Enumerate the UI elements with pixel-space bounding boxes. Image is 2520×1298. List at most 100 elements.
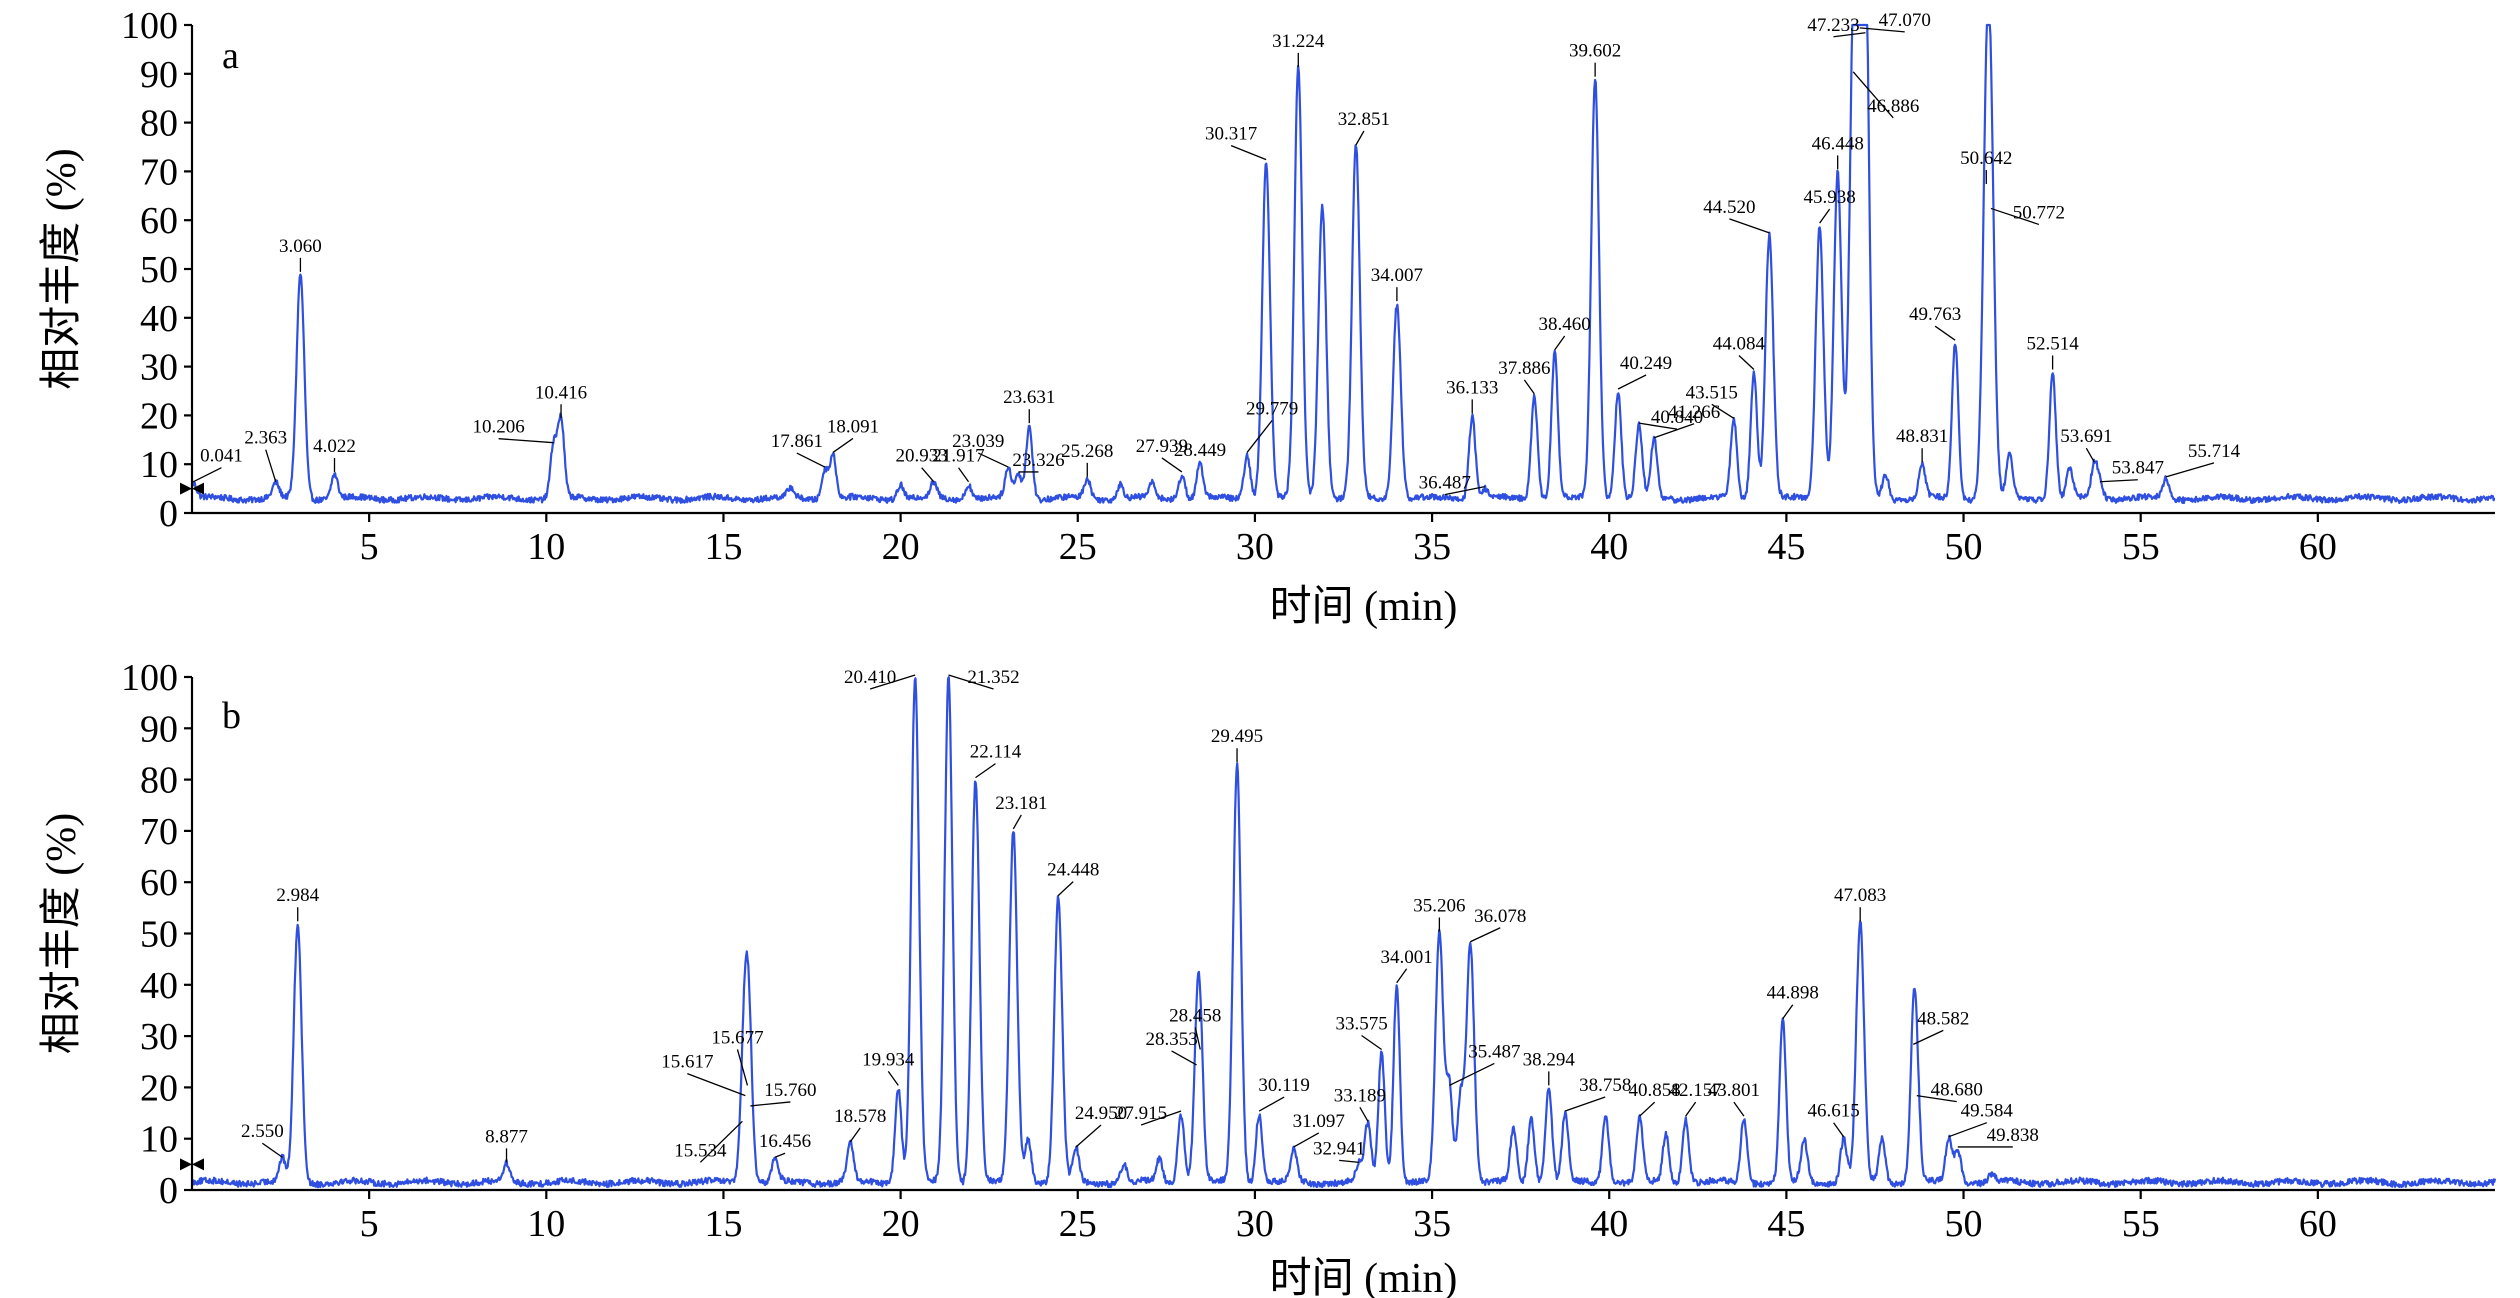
peak-label: 44.084	[1713, 333, 1766, 354]
chromatogram-trace-b	[190, 676, 2497, 1189]
x-tick-label: 40	[1590, 526, 1628, 568]
peak-label: 18.091	[827, 416, 879, 437]
peak-leader-line	[849, 1127, 861, 1143]
peak-label: 44.898	[1767, 983, 1819, 1004]
chromatogram-trace-a	[190, 23, 2496, 505]
peak-label: 22.114	[970, 742, 1022, 763]
x-tick-label: 55	[2122, 526, 2160, 568]
peak-label: 15.677	[711, 1027, 763, 1048]
peak-label: 31.224	[1272, 31, 1325, 52]
x-tick-label: 25	[1059, 1203, 1097, 1245]
peak-leader-line	[1653, 423, 1695, 439]
peak-label: 20.933	[896, 446, 948, 467]
peak-label: 49.584	[1961, 1101, 2014, 1122]
peak-label: 28.458	[1169, 1005, 1221, 1026]
peak-leader-line	[958, 467, 970, 483]
peak-leader-line	[1638, 422, 1678, 430]
peak-leader-line	[921, 467, 935, 483]
y-tick-label: 50	[140, 914, 178, 956]
peak-label: 31.097	[1293, 1111, 1345, 1132]
peak-label: 52.514	[2026, 333, 2079, 354]
y-tick-label: 80	[140, 103, 178, 145]
peak-leader-line	[1833, 32, 1866, 38]
peak-label: 49.838	[1987, 1125, 2039, 1146]
peak-leader-line	[1230, 145, 1267, 161]
peak-leader-line	[1355, 130, 1365, 146]
peak-label: 19.934	[862, 1049, 915, 1070]
peak-label: 25.268	[1061, 441, 1113, 462]
peak-label: 34.001	[1381, 947, 1433, 968]
peak-label: 23.326	[1012, 450, 1064, 471]
y-tick-label: 40	[140, 298, 178, 340]
peak-label: 50.772	[2013, 202, 2065, 223]
peak-leader-line	[975, 763, 996, 779]
peak-leader-line	[498, 438, 554, 444]
peak-label: 15.760	[764, 1080, 816, 1101]
peak-label: 30.119	[1258, 1075, 1310, 1096]
y-tick-label: 70	[140, 811, 178, 853]
peak-label: 15.534	[674, 1140, 727, 1161]
peak-leader-line	[1161, 457, 1183, 473]
peak-label: 29.779	[1246, 398, 1298, 419]
peak-leader-line	[687, 1073, 746, 1097]
peak-leader-line	[948, 674, 994, 690]
peak-label: 17.861	[771, 431, 823, 452]
y-tick-label: 10	[140, 444, 178, 486]
peak-leader-line	[193, 467, 222, 483]
peak-label: 36.078	[1474, 906, 1526, 927]
y-tick-label: 40	[140, 965, 178, 1007]
peak-leader-line	[1246, 420, 1273, 453]
peak-leader-line	[774, 1152, 786, 1158]
peak-label: 35.487	[1468, 1041, 1520, 1062]
peak-label: 36.133	[1446, 377, 1498, 398]
panel-letter: b	[222, 695, 241, 737]
peak-leader-line	[1469, 927, 1501, 943]
peak-leader-line	[1733, 1101, 1745, 1117]
peak-label: 48.831	[1896, 426, 1948, 447]
peak-label: 38.294	[1523, 1049, 1576, 1070]
peak-label: 46.886	[1867, 96, 1919, 117]
peak-leader-line	[1819, 208, 1831, 224]
peak-leader-line	[1729, 218, 1770, 234]
x-tick-label: 35	[1413, 526, 1451, 568]
y-tick-label: 90	[140, 54, 178, 96]
peak-label: 53.691	[2060, 426, 2112, 447]
peak-label: 4.022	[313, 436, 356, 457]
peak-label: 23.039	[952, 431, 1004, 452]
peak-leader-line	[978, 452, 1009, 468]
peak-leader-line	[1617, 374, 1647, 390]
peak-label: 18.578	[834, 1106, 886, 1127]
x-tick-label: 50	[1945, 1203, 1983, 1245]
peak-label: 47.233	[1807, 15, 1859, 36]
x-tick-label: 20	[882, 1203, 920, 1245]
peak-leader-line	[1361, 1034, 1382, 1051]
peak-label: 53.847	[2112, 458, 2164, 479]
peak-label: 48.582	[1917, 1008, 1969, 1029]
peak-leader-line	[1554, 335, 1566, 351]
y-tick-label: 20	[140, 1067, 178, 1109]
peak-label: 43.515	[1686, 382, 1738, 403]
peak-label: 3.060	[279, 236, 322, 257]
peak-label: 42.157	[1670, 1080, 1722, 1101]
x-tick-label: 15	[704, 1203, 742, 1245]
peak-label: 47.083	[1834, 885, 1886, 906]
peak-label: 40.858	[1629, 1080, 1681, 1101]
peak-leader-line	[1990, 207, 2040, 226]
peak-leader-line	[1916, 1095, 1957, 1103]
chart-panel-b: 0 10 20 30 40 50 60 70 80 90 100 5 10 15 20 25 30 35 40 45 5…	[39, 657, 2497, 1298]
peak-label: 2.550	[241, 1121, 284, 1142]
peak-leader-line	[1444, 485, 1485, 496]
peak-label: 28.449	[1174, 440, 1226, 461]
peak-label: 10.206	[472, 417, 524, 438]
peak-leader-line	[1194, 1027, 1201, 1050]
y-tick-label: 70	[140, 151, 178, 193]
y-tick-label: 80	[140, 760, 178, 802]
y-tick-label: 10	[140, 1119, 178, 1161]
axis-marker-icon	[180, 1158, 204, 1171]
peak-leader-line	[736, 1049, 749, 1086]
peak-label: 41.266	[1668, 402, 1720, 423]
peak-label: 34.007	[1371, 265, 1423, 286]
y-tick-label: 0	[159, 1170, 178, 1212]
peak-label: 21.917	[932, 446, 984, 467]
x-tick-label: 50	[1945, 526, 1983, 568]
